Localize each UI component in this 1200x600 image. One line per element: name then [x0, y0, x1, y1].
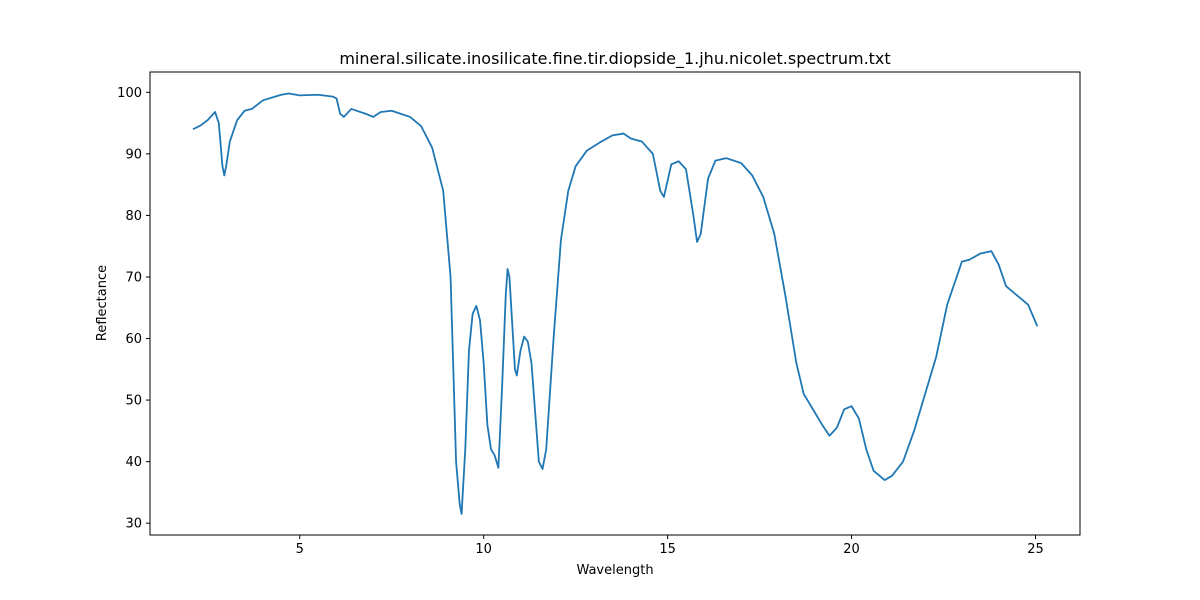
- x-tick-label: 25: [1027, 542, 1044, 557]
- x-axis-label: Wavelength: [576, 563, 653, 578]
- spectrum-line: [192, 92, 1039, 515]
- x-tick-label: 20: [843, 542, 860, 557]
- y-tick-label: 40: [125, 455, 142, 470]
- chart-title: mineral.silicate.inosilicate.fine.tir.di…: [339, 49, 890, 69]
- y-axis-label: Reflectance: [95, 265, 110, 341]
- x-tick-label: 15: [659, 542, 676, 557]
- y-tick-label: 80: [125, 209, 142, 224]
- y-tick-label: 60: [125, 332, 142, 347]
- y-tick-label: 30: [125, 517, 142, 532]
- y-tick-label: 50: [125, 394, 142, 409]
- y-tick-label: 100: [117, 86, 142, 101]
- y-tick-label: 70: [125, 270, 142, 285]
- plot-frame: [149, 71, 1081, 536]
- y-tick-label: 90: [125, 147, 142, 162]
- x-tick-label: 5: [296, 542, 304, 557]
- x-tick-label: 10: [475, 542, 492, 557]
